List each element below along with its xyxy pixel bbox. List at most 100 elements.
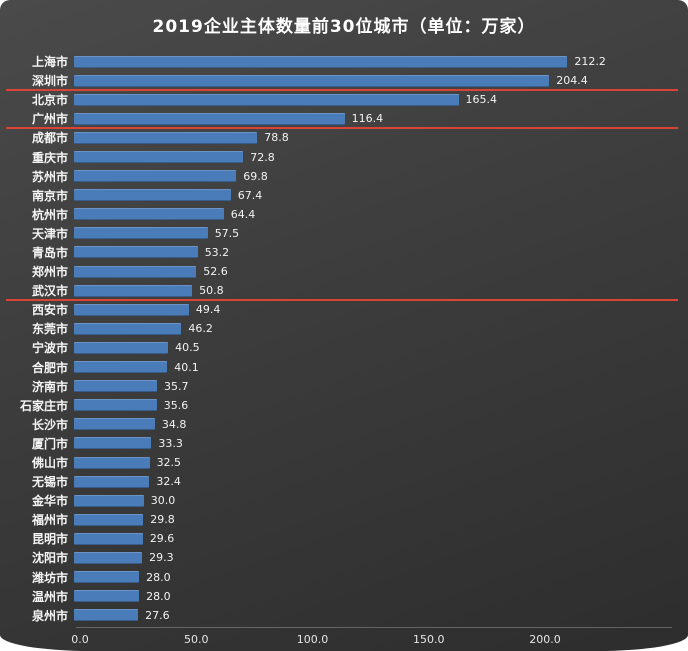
value-label: 67.4	[237, 188, 263, 202]
bar-row: 沈阳市 29.3	[0, 548, 688, 567]
category-label: 东莞市	[31, 322, 68, 337]
x-axis-tick-label: 200.0	[529, 633, 561, 646]
value-label: 49.4	[195, 303, 221, 317]
bar-row: 深圳市 204.4	[0, 71, 688, 90]
bar	[74, 475, 150, 488]
bar-row: 西安市 49.4	[0, 300, 688, 319]
category-label: 广州市	[31, 112, 68, 127]
value-label: 165.4	[465, 93, 498, 107]
value-label: 72.8	[250, 150, 275, 164]
bar	[74, 322, 182, 335]
value-label: 40.5	[175, 341, 200, 355]
value-label: 32.4	[156, 475, 181, 489]
value-label: 46.2	[188, 322, 213, 336]
bar	[74, 532, 143, 545]
value-label: 29.6	[149, 532, 175, 546]
x-axis-tick-label: 50.0	[184, 633, 209, 646]
bar	[74, 265, 197, 278]
category-label: 金华市	[31, 494, 68, 509]
value-label: 27.6	[145, 608, 170, 622]
tier-separator-line	[6, 89, 678, 92]
category-label: 杭州市	[31, 207, 68, 222]
bar-row: 天津市 57.5	[0, 224, 688, 243]
bar	[74, 361, 168, 374]
bar-row: 福州市 29.8	[0, 510, 688, 529]
value-label: 69.8	[243, 169, 268, 183]
category-label: 苏州市	[31, 169, 68, 184]
bar-row: 合肥市 40.1	[0, 358, 688, 377]
value-label: 57.5	[214, 226, 240, 240]
chart-title: 2019企业主体数量前30位城市（单位：万家）	[152, 17, 536, 37]
category-label: 无锡市	[31, 475, 68, 490]
tier-separator-line	[6, 127, 678, 130]
x-axis-line	[76, 627, 672, 628]
bar-row: 厦门市 33.3	[0, 434, 688, 453]
category-label: 厦门市	[31, 436, 68, 451]
bar	[74, 418, 155, 431]
bar-row: 石家庄市 35.6	[0, 396, 688, 415]
bar	[74, 571, 140, 584]
category-label: 泉州市	[31, 608, 68, 623]
bar	[74, 131, 258, 144]
bar	[74, 74, 550, 87]
bar-row: 佛山市 32.5	[0, 453, 688, 472]
bars-container: 上海市 212.2 深圳市 204.4 北京市 165.4 广州市 116.4 成都市 78.8 重…	[0, 52, 688, 625]
category-label: 深圳市	[31, 74, 68, 89]
value-label: 34.8	[161, 417, 187, 431]
bar-row: 无锡市 32.4	[0, 472, 688, 491]
bar-row: 北京市 165.4	[0, 90, 688, 109]
value-label: 29.3	[149, 551, 174, 565]
bar-row: 成都市 78.8	[0, 128, 688, 147]
x-axis-tick-label: 100.0	[296, 633, 329, 646]
value-label: 28.0	[146, 589, 171, 603]
bar	[74, 609, 139, 622]
category-label: 昆明市	[31, 532, 68, 547]
category-label: 长沙市	[31, 417, 68, 432]
bar-row: 郑州市 52.6	[0, 262, 688, 281]
bar-row: 长沙市 34.8	[0, 415, 688, 434]
bar	[74, 341, 169, 354]
value-label: 40.1	[174, 360, 199, 374]
bar-row: 青岛市 53.2	[0, 243, 688, 262]
category-label: 成都市	[31, 131, 68, 146]
value-label: 35.7	[164, 379, 189, 393]
bar-row: 杭州市 64.4	[0, 205, 688, 224]
bar-row: 温州市 28.0	[0, 587, 688, 606]
category-label: 佛山市	[31, 456, 68, 471]
value-label: 53.2	[204, 245, 230, 259]
bar	[74, 456, 150, 469]
bar-row: 宁波市 40.5	[0, 338, 688, 357]
value-label: 78.8	[264, 131, 289, 145]
bar	[74, 284, 193, 297]
category-label: 沈阳市	[31, 551, 68, 566]
bar	[74, 170, 237, 183]
bar-row: 济南市 35.7	[0, 377, 688, 396]
value-label: 29.8	[150, 513, 175, 527]
value-label: 116.4	[351, 112, 384, 126]
bar-row: 重庆市 72.8	[0, 147, 688, 166]
bar	[74, 112, 345, 125]
bar	[74, 208, 224, 221]
category-label: 合肥市	[31, 360, 68, 375]
category-label: 重庆市	[31, 150, 68, 165]
category-label: 郑州市	[31, 265, 68, 280]
bar	[74, 437, 152, 450]
category-label: 上海市	[31, 55, 68, 70]
value-label: 33.3	[158, 436, 183, 450]
bar	[74, 227, 208, 240]
bar-row: 金华市 30.0	[0, 491, 688, 510]
category-label: 潍坊市	[31, 570, 68, 585]
value-label: 30.0	[150, 494, 176, 508]
category-label: 北京市	[31, 93, 68, 108]
bar	[74, 494, 144, 507]
category-label: 青岛市	[31, 245, 68, 260]
bar	[74, 380, 157, 393]
bar-row: 昆明市 29.6	[0, 529, 688, 548]
bar	[74, 551, 143, 564]
tier-separator-line	[6, 299, 678, 302]
category-label: 武汉市	[31, 284, 68, 299]
value-label: 204.4	[556, 74, 588, 88]
x-axis-tick-label: 0.0	[71, 633, 89, 646]
bar	[74, 513, 144, 526]
category-label: 宁波市	[31, 341, 68, 356]
